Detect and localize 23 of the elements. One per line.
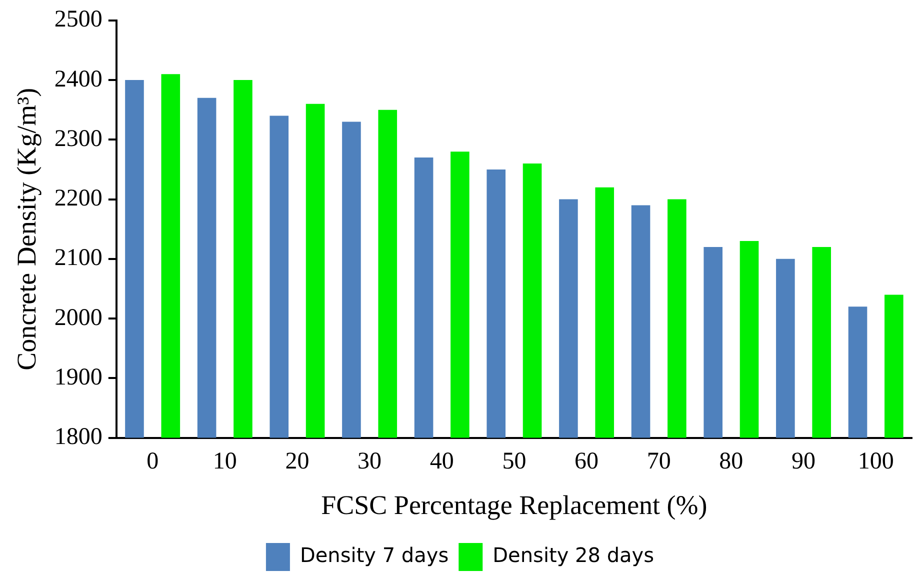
x-tick-label: 50 bbox=[502, 448, 526, 474]
x-tick-label: 30 bbox=[358, 448, 382, 474]
x-tick-label: 10 bbox=[212, 448, 237, 474]
y-tick-label: 2200 bbox=[54, 186, 102, 212]
y-axis-title: Concrete Density (Kg/m³) bbox=[11, 88, 42, 370]
x-axis-title: FCSC Percentage Replacement (%) bbox=[321, 490, 708, 520]
y-tick-label: 2000 bbox=[54, 304, 102, 331]
y-tick-label: 2500 bbox=[54, 6, 102, 33]
x-tick-label: 40 bbox=[430, 448, 454, 474]
x-tick-label: 80 bbox=[719, 448, 744, 474]
y-tick-label: 2400 bbox=[54, 66, 102, 92]
y-tick-label: 1900 bbox=[54, 364, 102, 390]
x-tick-label: 100 bbox=[858, 448, 894, 474]
x-tick-label: 70 bbox=[646, 448, 671, 474]
x-tick-label: 60 bbox=[574, 448, 599, 474]
legend-label: Density 28 days bbox=[492, 543, 654, 568]
x-tick-label: 90 bbox=[792, 448, 816, 474]
x-tick-label: 20 bbox=[285, 448, 310, 474]
y-tick-label: 1800 bbox=[54, 424, 102, 450]
x-tick-label: 0 bbox=[146, 448, 159, 474]
y-tick-label: 2300 bbox=[54, 126, 102, 152]
legend-label: Density 7 days bbox=[300, 543, 449, 568]
y-tick-label: 2100 bbox=[54, 245, 102, 272]
